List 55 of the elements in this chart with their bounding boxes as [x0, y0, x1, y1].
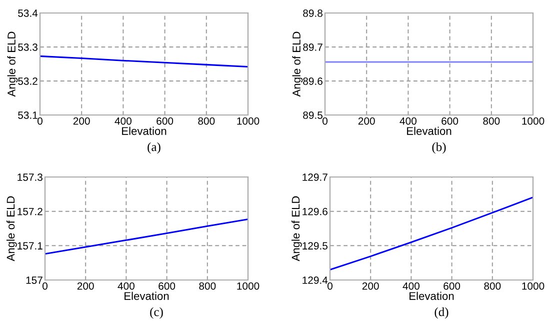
y-axis-title: Angle of ELD — [292, 32, 303, 97]
x-tick-label: 600 — [158, 282, 176, 290]
y-tick-label: 157.3 — [18, 174, 42, 181]
x-tick-label: 0 — [38, 117, 42, 125]
x-tick-label: 1000 — [522, 282, 544, 290]
y-tick-label: 129.5 — [302, 242, 328, 250]
y-tick-label: 157 — [26, 276, 42, 284]
x-tick-label: 0 — [322, 117, 328, 125]
x-tick-label: 800 — [198, 117, 215, 125]
y-axis-title: Angle of ELD — [291, 196, 302, 262]
y-axis-title: Angle of ELD — [6, 196, 17, 262]
y-tick-label: 157.1 — [18, 242, 42, 250]
line-series — [45, 218, 248, 255]
y-tick-label: 129.4 — [302, 276, 328, 284]
y-tick-label: 53.2 — [18, 78, 38, 85]
y-tick-label: 129.7 — [302, 174, 328, 181]
x-tick-label: 200 — [77, 282, 94, 290]
text: (c) — [150, 307, 163, 319]
x-tick-label: 200 — [73, 117, 90, 125]
x-tick-label: 600 — [444, 282, 460, 290]
y-tick-label: 129.6 — [302, 208, 328, 216]
x-tick-label: 800 — [484, 282, 501, 290]
x-tick-label: 1000 — [237, 117, 260, 125]
x-tick-label: 200 — [358, 117, 375, 125]
y-tick-label: 157.2 — [18, 208, 42, 216]
text: (d) — [434, 307, 448, 319]
x-tick-label: 800 — [483, 117, 500, 125]
y-tick-label: 53.4 — [18, 10, 38, 17]
x-tick-label: 0 — [328, 282, 332, 290]
x-tick-label: 600 — [156, 117, 174, 125]
x-tick-label: 400 — [402, 282, 420, 290]
y-tick-label: 53.1 — [18, 112, 38, 119]
line-series — [40, 55, 248, 68]
y-tick-label: 89.8 — [303, 10, 322, 17]
y-tick-label: 53.3 — [18, 44, 38, 51]
y-tick-label: 89.5 — [303, 112, 322, 119]
x-axis-title: Elevation — [124, 292, 169, 300]
x-axis-title: Elevation — [407, 126, 452, 135]
x-tick-label: 200 — [362, 282, 379, 290]
x-tick-label: 1000 — [522, 117, 544, 125]
x-tick-label: 600 — [442, 117, 458, 125]
y-tick-label: 89.6 — [303, 78, 322, 85]
text: (b) — [432, 142, 446, 154]
x-tick-label: 800 — [199, 282, 216, 290]
y-tick-label: 89.7 — [303, 44, 322, 51]
x-tick-label: 400 — [118, 282, 134, 290]
x-axis-title: Elevation — [122, 126, 166, 135]
x-tick-label: 400 — [400, 117, 416, 125]
line-series — [330, 196, 533, 270]
x-tick-label: 0 — [42, 282, 48, 290]
x-tick-label: 1000 — [237, 282, 260, 290]
x-tick-label: 400 — [114, 117, 132, 125]
text: (a) — [148, 142, 160, 154]
x-axis-title: Elevation — [410, 292, 454, 300]
y-axis-title: Angle of ELD — [7, 32, 18, 97]
